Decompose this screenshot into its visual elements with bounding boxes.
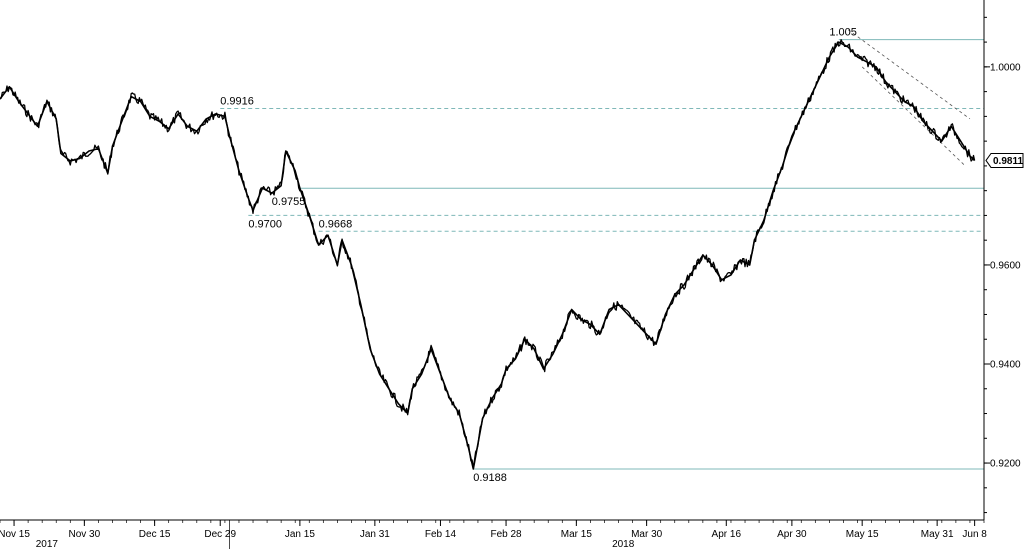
last-price-badge: 0.9811 [985, 152, 1024, 168]
channel-line [847, 29, 971, 120]
badge-label: 0.9811 [993, 156, 1023, 167]
x-tick-label: May 31 [921, 529, 954, 540]
x-tick-label: May 15 [846, 529, 879, 540]
annotations: 1.005 0.9916 0.9755 0.9700 0.9668 0.9188 [220, 27, 857, 484]
level-annotation: 0.9755 [272, 196, 306, 208]
y-tick-label: 0.9600 [990, 260, 1021, 271]
x-tick-label: Jan 31 [360, 529, 390, 540]
x-tick-label: Nov 15 [0, 529, 30, 540]
level-annotation: 0.9188 [473, 472, 507, 484]
x-tick-label: Jan 15 [285, 529, 315, 540]
x-tick-label: Feb 14 [425, 529, 457, 540]
badge-box [985, 152, 1024, 168]
price-line-detail [0, 39, 976, 469]
y-tick-label: 1.0000 [990, 62, 1021, 73]
year-label: 2018 [612, 539, 635, 549]
price-line [0, 41, 976, 470]
year-label: 2017 [36, 539, 59, 549]
y-tick-label: 0.9400 [990, 360, 1021, 371]
x-tick-label: Nov 30 [68, 529, 100, 540]
x-tick-label: Dec 29 [204, 529, 236, 540]
x-tick-label: Mar 15 [561, 529, 593, 540]
price-series [0, 39, 976, 470]
x-tick-label: Apr 16 [712, 529, 742, 540]
level-annotation: 1.005 [829, 27, 857, 39]
y-tick-label: 0.9200 [990, 459, 1021, 470]
x-axis: Nov 15 Nov 30 Dec 15 Dec 29 Jan 15 Jan 31 Feb … [0, 519, 987, 549]
y-axis: 1.0000 0.9600 0.9400 0.9200 [983, 0, 1021, 520]
level-annotation: 0.9668 [319, 218, 353, 230]
level-annotation: 0.9916 [220, 95, 254, 107]
x-tick-label: Jun 8 [962, 529, 987, 540]
trend-channel [847, 29, 971, 167]
level-annotation: 0.9700 [248, 218, 282, 230]
x-tick-label: Dec 15 [139, 529, 171, 540]
x-tick-label: Mar 30 [631, 529, 663, 540]
channel-line [861, 66, 966, 167]
x-tick-label: Feb 28 [490, 529, 522, 540]
x-tick-label: Apr 30 [777, 529, 807, 540]
level-lines [220, 39, 984, 470]
